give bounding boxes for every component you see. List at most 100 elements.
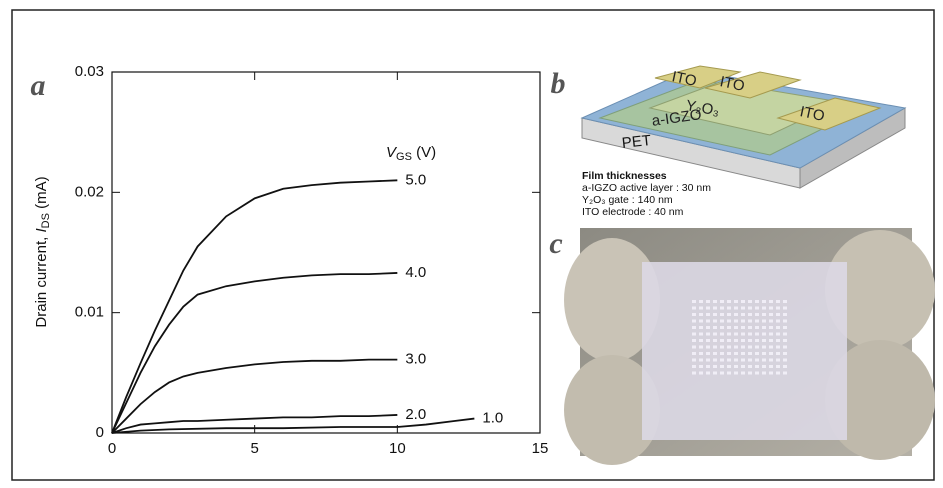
ito-electrode (704, 71, 802, 99)
tft-cell (776, 339, 780, 342)
tft-cell (741, 306, 745, 310)
curve (111, 179, 398, 434)
tft-cell (748, 345, 752, 349)
series-label: 3.0 (405, 351, 426, 368)
tft-cell (755, 319, 759, 323)
tft-cell (783, 313, 787, 316)
layer-label: Y₂O₃ (685, 97, 721, 120)
tft-cell (720, 352, 724, 355)
tft-cell (734, 300, 738, 303)
tft-cell (692, 300, 696, 303)
tft-cell (769, 313, 773, 316)
y-tick-label: 0.01 (75, 304, 104, 321)
tft-cell (769, 365, 773, 368)
tft-cell (692, 332, 696, 336)
tft-cell (769, 358, 773, 362)
tft-array (692, 300, 787, 375)
tft-cell (783, 326, 787, 329)
y-axis-label-text: Drain current, IDS (mA) (33, 176, 52, 327)
tft-cell (783, 306, 787, 310)
y-label-symbol: I (33, 228, 50, 232)
series-label: 5.0 (405, 171, 426, 188)
tft-cell (783, 345, 787, 349)
tft-cell (783, 352, 787, 355)
curve (111, 272, 398, 434)
tft-cell (741, 339, 745, 342)
tft-cell (692, 313, 696, 316)
tft-cell (727, 319, 731, 323)
x-tick-label: 0 (108, 440, 116, 457)
tft-cell (699, 345, 703, 349)
tft-cell (699, 332, 703, 336)
tft-cell (699, 306, 703, 310)
tft-cell (776, 365, 780, 368)
tft-cell (699, 352, 703, 355)
tft-cell (776, 332, 780, 336)
series-label: 2.0 (405, 406, 426, 423)
tft-cell (755, 345, 759, 349)
tft-cell (706, 358, 710, 362)
tft-cell (713, 345, 717, 349)
ito-electrode (776, 97, 882, 131)
tft-cell (706, 313, 710, 316)
curve (111, 414, 398, 434)
tft-cell (692, 339, 696, 342)
tft-cell (783, 365, 787, 368)
tft-cell (755, 313, 759, 316)
tft-cell (727, 365, 731, 368)
tft-cell (755, 358, 759, 362)
panel-letter: b (551, 67, 566, 100)
series-label: 4.0 (405, 264, 426, 281)
device-photo (564, 228, 935, 465)
tft-cell (692, 345, 696, 349)
tft-cell (776, 371, 780, 375)
panel-letter: a (31, 69, 46, 102)
tft-cell (692, 306, 696, 310)
y-tick-label: 0.03 (75, 63, 104, 80)
caption-line: a-IGZO active layer : 30 nm (582, 182, 711, 194)
tft-cell (783, 358, 787, 362)
tft-cell (755, 352, 759, 355)
finger (564, 238, 660, 362)
tft-cell (762, 345, 766, 349)
panel-letter: c (549, 227, 562, 260)
tft-cell (741, 313, 745, 316)
tft-cell (776, 300, 780, 303)
tft-cell (741, 326, 745, 329)
tft-cell (783, 339, 787, 342)
tft-cell (762, 306, 766, 310)
tft-cell (720, 371, 724, 375)
tft-cell (734, 365, 738, 368)
tft-cell (699, 319, 703, 323)
tft-cell (755, 300, 759, 303)
tft-cell (699, 365, 703, 368)
tft-cell (720, 306, 724, 310)
y-axis-label: Drain current, IDS (mA) (33, 176, 52, 327)
tft-cell (748, 319, 752, 323)
tft-cell (762, 300, 766, 303)
tft-cell (741, 352, 745, 355)
x-tick-label: 15 (532, 440, 549, 457)
tft-cell (727, 332, 731, 336)
layer-label: ITO (718, 73, 746, 95)
tft-cell (734, 313, 738, 316)
legend-title: VGS (V) (386, 144, 436, 163)
tft-cell (755, 365, 759, 368)
finger (564, 355, 660, 465)
tft-cell (713, 352, 717, 355)
tft-cell (720, 332, 724, 336)
tft-cell (713, 319, 717, 323)
y-label-unit: (mA) (33, 176, 50, 213)
tft-cell (720, 319, 724, 323)
layer-label: ITO (670, 68, 698, 90)
tft-cell (692, 365, 696, 368)
tft-cell (783, 300, 787, 303)
finger (825, 230, 935, 350)
tft-cell (727, 352, 731, 355)
tft-cell (755, 339, 759, 342)
tft-cell (720, 339, 724, 342)
tft-cell (748, 358, 752, 362)
tft-cell (734, 358, 738, 362)
tft-cell (727, 313, 731, 316)
